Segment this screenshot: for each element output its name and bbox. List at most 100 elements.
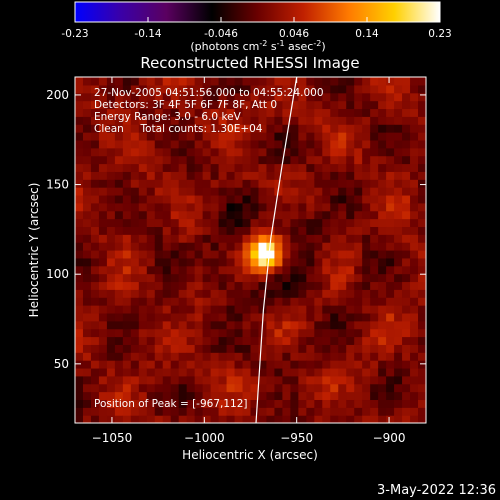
heatmap-cell (418, 218, 426, 228)
heatmap-cell (82, 305, 92, 314)
heatmap-cell (298, 297, 307, 306)
heatmap-cell (290, 305, 299, 314)
heatmap-cell (322, 265, 331, 275)
heatmap-cell (138, 187, 148, 196)
heatmap-cell (218, 187, 228, 196)
heatmap-cell (346, 360, 355, 369)
heatmap-cell (202, 415, 212, 423)
heatmap-cell (186, 257, 196, 267)
heatmap-cell (330, 179, 339, 188)
heatmap-cell (418, 391, 426, 401)
heatmap-cell (394, 84, 403, 94)
heatmap-cell (250, 242, 260, 251)
heatmap-cell (266, 375, 276, 385)
heatmap-cell (346, 147, 355, 157)
heatmap-cell (90, 352, 100, 361)
heatmap-cell (82, 163, 92, 172)
heatmap-cell (394, 336, 403, 345)
heatmap-cell (82, 226, 92, 235)
heatmap-cell (130, 328, 140, 338)
heatmap-cell (82, 171, 92, 180)
heatmap-cell (162, 250, 172, 259)
heatmap-cell (338, 210, 347, 220)
heatmap-cell (322, 375, 331, 385)
heatmap-cell (298, 257, 307, 267)
heatmap-cell (298, 210, 307, 220)
heatmap-cell (162, 383, 172, 393)
heatmap-cell (338, 407, 347, 416)
heatmap-cell (282, 305, 291, 314)
heatmap-cell (138, 391, 148, 401)
heatmap-cell (98, 147, 108, 157)
heatmap-cell (138, 360, 148, 369)
heatmap-cell (130, 234, 140, 243)
heatmap-cell (266, 344, 276, 353)
heatmap-cell (362, 415, 371, 423)
heatmap-cell (402, 367, 411, 377)
heatmap-cell (186, 124, 196, 133)
heatmap-cell (130, 391, 140, 401)
heatmap-cell (170, 234, 180, 243)
heatmap-cell (338, 124, 347, 133)
heatmap-cell (330, 171, 339, 180)
heatmap-cell (354, 305, 363, 314)
heatmap-cell (162, 281, 172, 290)
heatmap-cell (298, 100, 307, 110)
heatmap-cell (178, 312, 188, 322)
heatmap-cell (138, 415, 148, 423)
heatmap-cell (354, 108, 363, 117)
heatmap-cell (138, 100, 148, 110)
heatmap-cell (338, 202, 347, 212)
heatmap-cell (146, 407, 156, 416)
heatmap-cell (106, 155, 116, 165)
heatmap-cell (202, 250, 212, 259)
heatmap-cell (290, 320, 299, 330)
heatmap-cell (314, 124, 323, 133)
heatmap-cell (250, 297, 260, 306)
heatmap-cell (394, 399, 403, 408)
heatmap-cell (354, 218, 363, 228)
heatmap-cell (98, 391, 108, 401)
heatmap-cell (330, 336, 339, 345)
heatmap-cell (362, 234, 371, 243)
heatmap-cell (258, 163, 268, 172)
heatmap-cell (394, 100, 403, 110)
heatmap-cell (338, 352, 347, 361)
heatmap-cell (250, 391, 260, 401)
heatmap-cell (258, 234, 268, 243)
heatmap-cell (226, 257, 236, 267)
heatmap-cell (162, 367, 172, 377)
heatmap-cell (75, 391, 84, 401)
heatmap-cell (290, 179, 299, 188)
heatmap-cell (314, 155, 323, 165)
heatmap-cell (154, 360, 164, 369)
heatmap-cell (394, 92, 403, 102)
heatmap-cell (410, 336, 419, 345)
heatmap-cell (122, 147, 132, 157)
heatmap-cell (290, 108, 299, 117)
heatmap-cell (202, 281, 212, 290)
heatmap-cell (114, 336, 124, 345)
heatmap-cell (218, 218, 228, 228)
heatmap-cell (122, 226, 132, 235)
heatmap-cell (370, 320, 379, 330)
heatmap-cell (98, 210, 108, 220)
heatmap-cell (186, 100, 196, 110)
heatmap-cell (170, 336, 180, 345)
heatmap-cell (322, 147, 331, 157)
heatmap-cell (250, 132, 260, 141)
heatmap-cell (362, 116, 371, 125)
heatmap-cell (290, 139, 299, 149)
heatmap-cell (258, 92, 268, 102)
heatmap-cell (146, 194, 156, 204)
heatmap-cell (234, 383, 244, 393)
solar-limb-line (255, 77, 298, 423)
heatmap-cell (218, 367, 228, 377)
heatmap-cell (410, 407, 419, 416)
heatmap-cell (130, 139, 140, 149)
heatmap-cell (306, 352, 315, 361)
heatmap-cell (290, 375, 299, 385)
heatmap-cell (90, 391, 100, 401)
heatmap-cell (322, 399, 331, 408)
heatmap-cell (202, 242, 212, 251)
